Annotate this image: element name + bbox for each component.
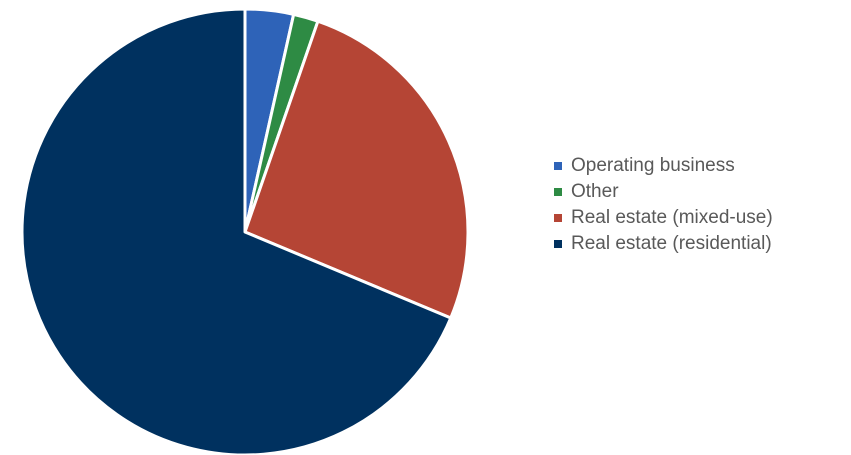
legend-swatch <box>554 239 562 248</box>
legend-item-real-estate-residential: Real estate (residential) <box>554 233 773 254</box>
legend-label: Real estate (mixed-use) <box>571 207 773 228</box>
legend-swatch <box>554 161 562 170</box>
legend-label: Real estate (residential) <box>571 233 772 254</box>
legend-label: Other <box>571 181 619 202</box>
legend-item-operating-business: Operating business <box>554 155 773 176</box>
pie-slices <box>20 7 470 455</box>
legend-item-other: Other <box>554 181 773 202</box>
legend-item-real-estate-mixed-use: Real estate (mixed-use) <box>554 207 773 228</box>
legend-label: Operating business <box>571 155 735 176</box>
legend-swatch <box>554 187 562 196</box>
chart-legend: Operating business Other Real estate (mixe… <box>554 155 773 259</box>
pie-slice-real-estate-residential <box>20 7 453 455</box>
pie-slice-real-estate-mixed-use <box>243 19 470 320</box>
legend-swatch <box>554 213 562 222</box>
